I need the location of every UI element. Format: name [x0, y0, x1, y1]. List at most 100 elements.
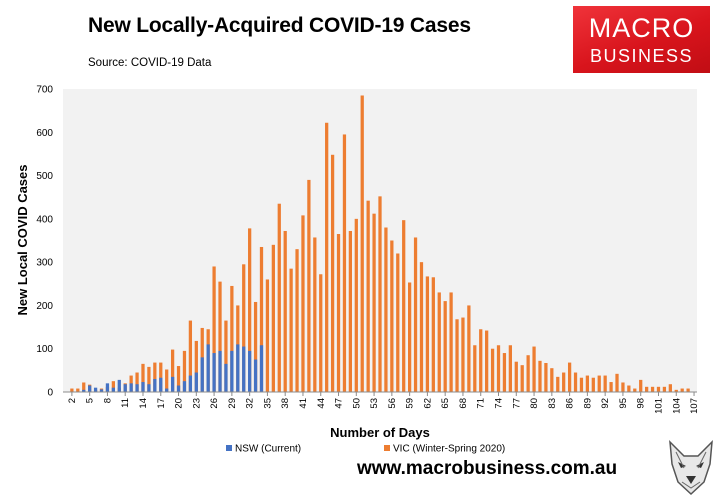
nsw-bar	[253, 359, 258, 392]
x-tick-label: 68	[458, 398, 469, 409]
vic-bar	[490, 348, 495, 392]
x-tick-label: 17	[156, 398, 167, 409]
bars-group	[70, 95, 690, 393]
vic-bar	[360, 95, 364, 393]
x-tick-label: 95	[618, 398, 629, 409]
vic-bar	[212, 266, 216, 392]
vic-bar	[425, 276, 430, 392]
vic-bar	[633, 388, 637, 392]
vic-bar	[496, 345, 501, 392]
logo-line-business: BUSINESS	[589, 46, 694, 66]
vic-bar	[170, 349, 175, 392]
x-tick-label: 26	[209, 398, 220, 409]
x-tick-label: 32	[245, 398, 256, 409]
nsw-bar	[182, 381, 187, 392]
vic-bar	[645, 386, 649, 392]
chart-subtitle: Source: COVID-19 Data	[88, 57, 212, 69]
vic-bar	[650, 386, 655, 392]
vic-bar	[70, 388, 74, 392]
legend-swatch-vic	[384, 445, 390, 451]
vic-bar	[627, 385, 631, 392]
vic-bar	[259, 246, 264, 392]
legend-label-nsw: NSW (Current)	[235, 444, 301, 455]
x-tick-label: 74	[494, 398, 505, 409]
vic-bar	[686, 388, 690, 392]
nsw-bar	[111, 387, 115, 392]
x-tick-label: 104	[671, 398, 682, 414]
vic-bar	[354, 218, 358, 392]
x-tick-label: 2	[67, 398, 78, 403]
vic-bar	[567, 362, 572, 392]
x-tick-label: 56	[387, 398, 398, 409]
nsw-bar	[194, 372, 198, 392]
nsw-bar	[236, 344, 240, 392]
vic-bar	[224, 320, 228, 392]
vic-bar	[615, 373, 619, 392]
vic-bar	[668, 384, 672, 392]
x-tick-label: 59	[405, 398, 416, 409]
macrobusiness-logo: MACRO BUSINESS	[573, 6, 710, 73]
nsw-bar	[129, 383, 133, 392]
x-tick-label: 71	[476, 398, 487, 409]
vic-bar	[76, 388, 80, 392]
x-tick-label: 53	[369, 398, 380, 409]
vic-bar	[230, 285, 234, 392]
vic-bar	[135, 372, 139, 392]
nsw-bar	[188, 375, 193, 392]
vic-bar	[307, 179, 311, 392]
vic-bar	[443, 301, 447, 392]
nsw-bar	[88, 385, 92, 392]
x-tick-label: 20	[174, 398, 185, 409]
vic-bar	[662, 386, 667, 392]
x-tick-label: 50	[351, 398, 362, 409]
nsw-bar	[135, 384, 139, 392]
x-axis-label: Number of Days	[330, 425, 430, 440]
vic-bar	[271, 244, 275, 392]
x-tick-label: 101	[653, 398, 664, 414]
y-tick-label: 600	[36, 128, 53, 139]
chart-title: New Locally-Acquired COVID-19 Cases	[88, 14, 471, 37]
nsw-bar	[176, 385, 181, 392]
vic-bar	[248, 228, 252, 392]
legend-label-vic: VIC (Winter-Spring 2020)	[393, 444, 505, 455]
x-tick-label: 62	[422, 398, 433, 409]
legend: NSW (Current) VIC (Winter-Spring 2020)	[226, 444, 505, 455]
y-axis-label: New Local COVID Cases	[15, 165, 30, 316]
vic-bar	[419, 262, 424, 392]
vic-bar	[176, 366, 181, 392]
vic-bar	[253, 301, 258, 392]
vic-bar	[147, 366, 151, 392]
nsw-bar	[242, 346, 246, 392]
legend-swatch-nsw	[226, 445, 232, 451]
nsw-bar	[206, 344, 210, 392]
vic-bar	[532, 346, 536, 392]
vic-bar	[378, 196, 382, 392]
x-tick-label: 107	[689, 398, 700, 414]
vic-bar	[330, 154, 335, 392]
vic-bar	[325, 122, 329, 392]
nsw-bar	[165, 388, 169, 392]
x-tick-label: 5	[85, 398, 96, 403]
nsw-bar	[218, 350, 222, 392]
vic-bar	[526, 355, 530, 392]
vic-bar	[194, 340, 198, 392]
y-tick-label: 500	[36, 171, 53, 182]
y-tick-label: 0	[47, 388, 53, 399]
y-tick-label: 400	[36, 214, 53, 225]
vic-bar	[396, 253, 400, 392]
vic-bar	[431, 277, 435, 392]
vic-bar	[591, 377, 595, 392]
footer-url: www.macrobusiness.com.au	[357, 458, 618, 479]
x-tick-label: 89	[582, 398, 593, 409]
vic-bar	[680, 388, 684, 392]
vic-bar	[656, 386, 661, 392]
vic-bar	[603, 375, 607, 392]
vic-bar	[111, 381, 115, 392]
vic-bar	[455, 319, 459, 392]
vic-bar	[295, 249, 299, 392]
nsw-bar	[200, 357, 204, 392]
vic-bar	[502, 353, 507, 392]
vic-bar	[437, 292, 441, 392]
x-tick-label: 14	[138, 398, 149, 409]
